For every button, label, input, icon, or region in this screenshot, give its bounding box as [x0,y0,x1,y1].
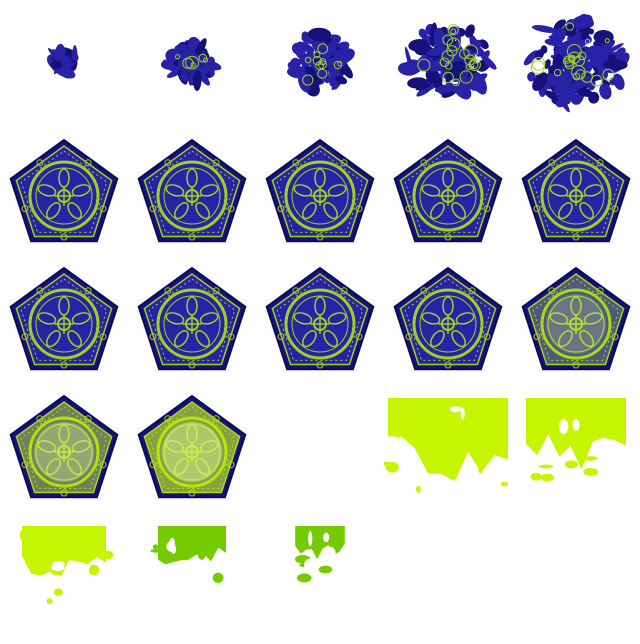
sprite-frame-24 [384,512,512,640]
sprite-frame-16 [0,384,128,512]
sprite-frame-tile-graphic [265,138,375,243]
sprite-frame-burst-graphic [19,526,114,605]
sprite-frame-6 [0,128,128,256]
sprite-frame-7 [128,128,256,256]
sprite-frame-17 [128,384,256,512]
sprite-frame-8 [256,128,384,256]
sprite-frame-14 [384,256,512,384]
sprite-frame-burst-graphic [295,526,345,583]
sprite-frame-21 [0,512,128,640]
sprite-frame-burst-graphic [150,526,226,583]
sprite-frame-5 [512,0,640,128]
sprite-frame-20 [512,384,640,512]
sprite-frame-tile-graphic [521,138,631,243]
sprite-frame-19 [380,384,512,512]
sprite-frame-22 [128,512,256,640]
sprite-frame-1 [0,0,128,128]
sprite-frame-25 [512,512,640,640]
sprite-frame-empty-graphic [384,512,512,640]
sprite-frame-tile-graphic [9,138,119,243]
sprite-frame-10 [512,128,640,256]
sprite-frame-tile-graphic [9,266,119,371]
sprite-frame-tile-graphic [393,266,503,371]
sprite-frame-tile-graphic [137,266,247,371]
sprite-frame-2 [128,0,256,128]
sprite-frame-4 [384,0,512,128]
sprite-frame-burst-graphic [526,398,626,482]
sprite-frame-23 [256,512,384,640]
sprite-frame-assemble-graphic [160,36,222,91]
sprite-frame-tile-graphic [521,266,631,371]
sprite-frame-18 [256,384,384,512]
sprite-frame-assemble-graphic [46,43,79,79]
sprite-frame-empty-graphic [256,384,384,512]
sprite-frame-tile-graphic [9,394,119,499]
sprite-frame-tile-graphic [137,394,247,499]
sprite-frame-tile-graphic [137,138,247,243]
sprite-frame-assemble-graphic [523,13,630,113]
sprite-frame-12 [128,256,256,384]
sprite-frame-13 [256,256,384,384]
sprite-frame-empty-graphic [512,512,640,640]
sprite-frame-tile-graphic [393,138,503,243]
sprite-frame-tile-graphic [265,266,375,371]
sprite-frame-assemble-graphic [397,22,497,100]
sprite-frame-15 [512,256,640,384]
sprite-frame-9 [384,128,512,256]
sprite-frame-3 [256,0,384,128]
sprite-frame-burst-graphic [380,398,509,493]
sprite-frame-assemble-graphic [286,27,355,97]
sprite-frame-11 [0,256,128,384]
